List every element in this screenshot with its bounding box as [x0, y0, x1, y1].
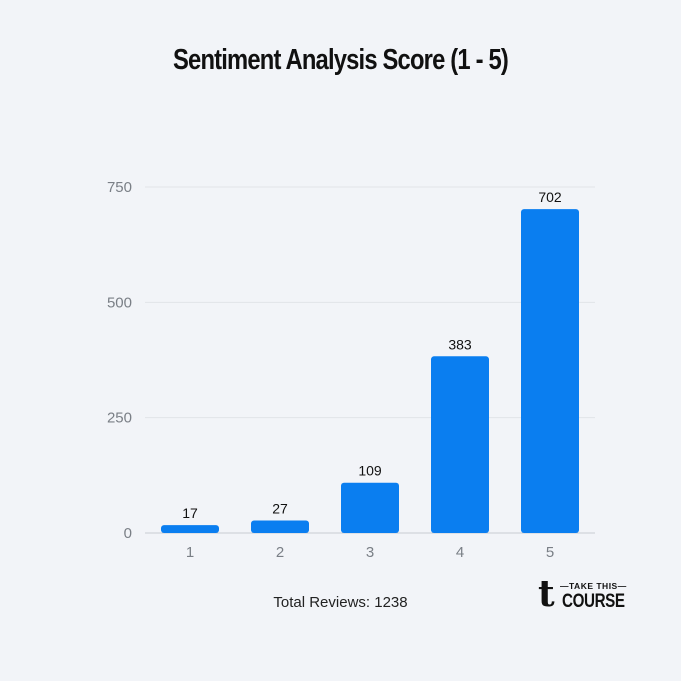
- x-tick-label-3: 3: [366, 544, 374, 561]
- data-label-3: 109: [358, 463, 382, 479]
- y-tick-label: 750: [107, 179, 132, 196]
- y-tick-label: 500: [107, 294, 132, 311]
- bar-1: [161, 525, 219, 533]
- bar-4: [431, 356, 489, 533]
- y-tick-label: 0: [124, 525, 132, 542]
- x-tick-label-5: 5: [546, 544, 554, 561]
- bar-2: [251, 520, 309, 533]
- x-tick-label-4: 4: [456, 544, 464, 561]
- logo-line-1: —TAKE THIS—: [560, 581, 627, 591]
- data-label-5: 702: [538, 189, 562, 205]
- x-tick-label-1: 1: [186, 544, 194, 561]
- bar-5: [521, 209, 579, 534]
- data-label-1: 17: [182, 505, 198, 521]
- logo-line-2: COURSE: [562, 591, 625, 612]
- data-label-2: 27: [272, 501, 288, 517]
- x-tick-label-2: 2: [276, 544, 284, 561]
- y-tick-label: 250: [107, 410, 132, 427]
- bar-3: [341, 482, 399, 533]
- take-this-course-logo: t —TAKE THIS— COURSE: [538, 574, 628, 618]
- data-label-4: 383: [448, 336, 472, 352]
- total-reviews-text: Total Reviews: 1238: [273, 594, 408, 611]
- logo-t-icon: t: [538, 573, 555, 615]
- chart-title: Sentiment Analysis Score (1 - 5): [173, 44, 509, 76]
